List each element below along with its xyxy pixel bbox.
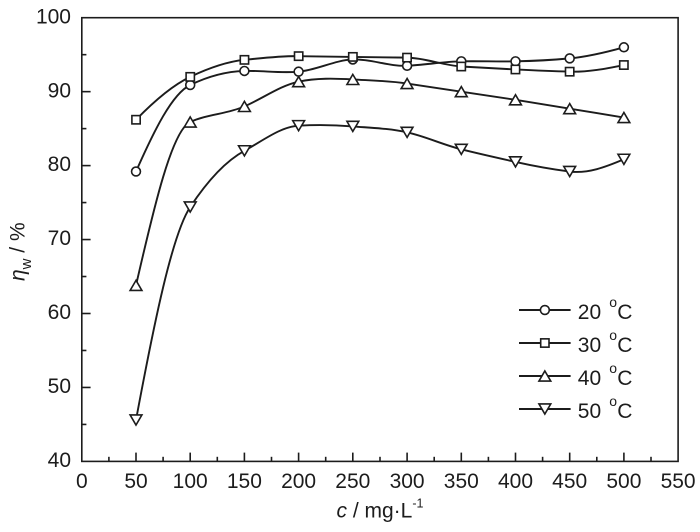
svg-text:200: 200 — [281, 470, 316, 493]
svg-text:150: 150 — [227, 470, 262, 493]
svg-text:c / mg·L-1: c / mg·L-1 — [337, 497, 424, 523]
svg-text:70: 70 — [48, 227, 71, 250]
svg-text:350: 350 — [444, 470, 479, 493]
svg-text:0: 0 — [76, 470, 88, 493]
svg-text:250: 250 — [335, 470, 370, 493]
svg-text:ηw / %: ηw / % — [7, 222, 35, 281]
svg-text:40: 40 — [48, 449, 71, 472]
svg-text:90: 90 — [48, 79, 71, 102]
svg-text:400: 400 — [498, 470, 533, 493]
svg-text:50: 50 — [124, 470, 147, 493]
svg-text:100: 100 — [173, 470, 208, 493]
svg-text:80: 80 — [48, 153, 71, 176]
svg-text:100: 100 — [36, 5, 71, 28]
svg-text:500: 500 — [606, 470, 641, 493]
svg-text:450: 450 — [552, 470, 587, 493]
svg-text:60: 60 — [48, 301, 71, 324]
svg-text:50: 50 — [48, 375, 71, 398]
svg-text:300: 300 — [390, 470, 425, 493]
svg-text:550: 550 — [661, 470, 696, 493]
